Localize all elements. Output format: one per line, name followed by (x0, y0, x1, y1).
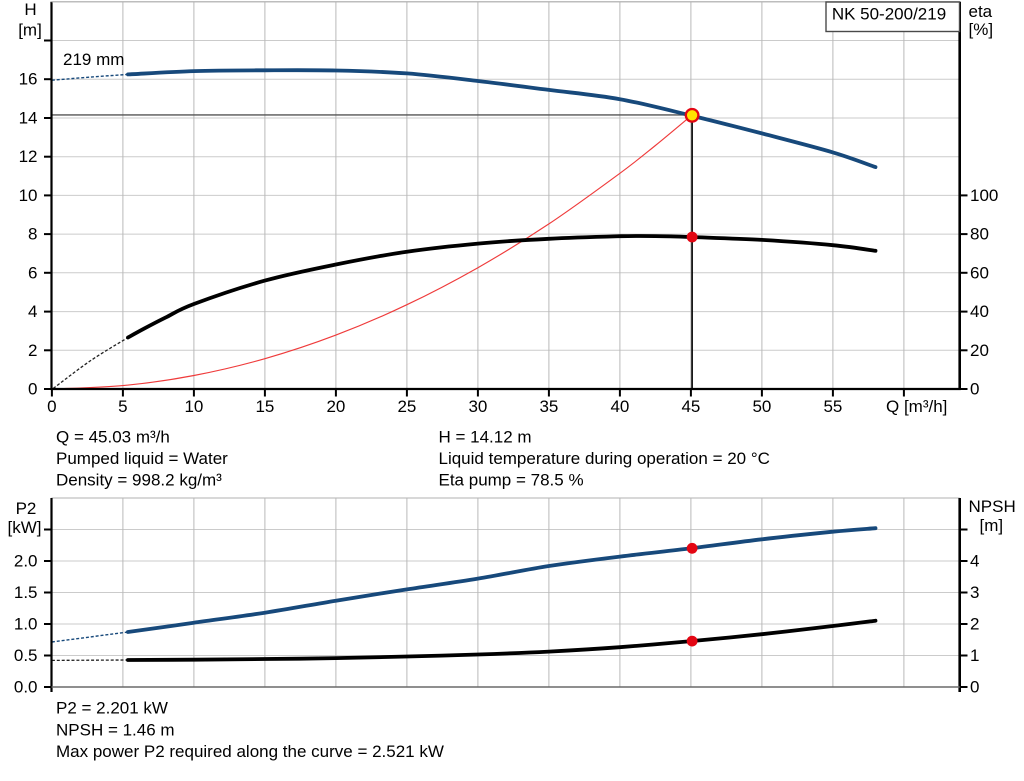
svg-text:15: 15 (255, 397, 274, 416)
svg-text:40: 40 (610, 397, 629, 416)
svg-text:Liquid temperature during oper: Liquid temperature during operation = 20… (439, 449, 770, 468)
svg-text:20: 20 (970, 341, 989, 360)
svg-text:0: 0 (970, 380, 979, 399)
svg-text:60: 60 (970, 263, 989, 282)
svg-text:20: 20 (326, 397, 345, 416)
svg-text:12: 12 (19, 147, 38, 166)
svg-text:5: 5 (118, 397, 127, 416)
svg-text:50: 50 (752, 397, 771, 416)
svg-text:P2: P2 (16, 499, 37, 518)
svg-text:10: 10 (19, 186, 38, 205)
svg-text:H = 14.12 m: H = 14.12 m (439, 427, 532, 446)
svg-text:[kW]: [kW] (8, 518, 42, 537)
svg-text:NPSH: NPSH (969, 497, 1016, 516)
svg-text:14: 14 (19, 109, 38, 128)
svg-text:Eta pump = 78.5 %: Eta pump = 78.5 % (439, 471, 584, 490)
svg-text:2: 2 (970, 615, 979, 634)
svg-text:Density = 998.2 kg/m³: Density = 998.2 kg/m³ (56, 471, 222, 490)
svg-text:3: 3 (970, 583, 979, 602)
svg-text:Q [m³/h]: Q [m³/h] (886, 397, 947, 416)
svg-text:16: 16 (19, 70, 38, 89)
svg-text:NPSH = 1.46 m: NPSH = 1.46 m (56, 720, 175, 739)
svg-text:55: 55 (823, 397, 842, 416)
svg-text:Max power P2 required along th: Max power P2 required along the curve = … (56, 742, 444, 761)
svg-text:40: 40 (970, 302, 989, 321)
svg-text:Q = 45.03 m³/h: Q = 45.03 m³/h (56, 427, 170, 446)
svg-text:25: 25 (397, 397, 416, 416)
svg-text:219 mm: 219 mm (63, 50, 124, 69)
svg-text:H: H (24, 0, 36, 19)
svg-text:45: 45 (681, 397, 700, 416)
svg-text:80: 80 (970, 225, 989, 244)
svg-text:NK 50-200/219: NK 50-200/219 (832, 5, 946, 24)
svg-text:[%]: [%] (969, 20, 994, 39)
svg-text:Pumped liquid = Water: Pumped liquid = Water (56, 449, 228, 468)
svg-text:6: 6 (28, 263, 37, 282)
svg-text:[m]: [m] (980, 516, 1004, 535)
svg-text:100: 100 (970, 186, 998, 205)
svg-text:1: 1 (970, 646, 979, 665)
svg-text:0: 0 (970, 678, 979, 697)
svg-text:1.5: 1.5 (14, 583, 38, 602)
svg-text:30: 30 (468, 397, 487, 416)
svg-text:35: 35 (539, 397, 558, 416)
svg-text:4: 4 (28, 302, 37, 321)
svg-text:0: 0 (28, 380, 37, 399)
svg-text:0.5: 0.5 (14, 646, 38, 665)
svg-text:[m]: [m] (18, 21, 42, 40)
svg-text:1.0: 1.0 (14, 615, 38, 634)
svg-text:0.0: 0.0 (14, 678, 38, 697)
svg-text:8: 8 (28, 225, 37, 244)
svg-text:0: 0 (47, 397, 56, 416)
svg-text:2: 2 (28, 341, 37, 360)
svg-text:2.0: 2.0 (14, 552, 38, 571)
svg-text:P2 = 2.201 kW: P2 = 2.201 kW (56, 699, 168, 718)
svg-text:10: 10 (184, 397, 203, 416)
svg-text:eta: eta (969, 2, 993, 21)
svg-text:4: 4 (970, 552, 979, 571)
